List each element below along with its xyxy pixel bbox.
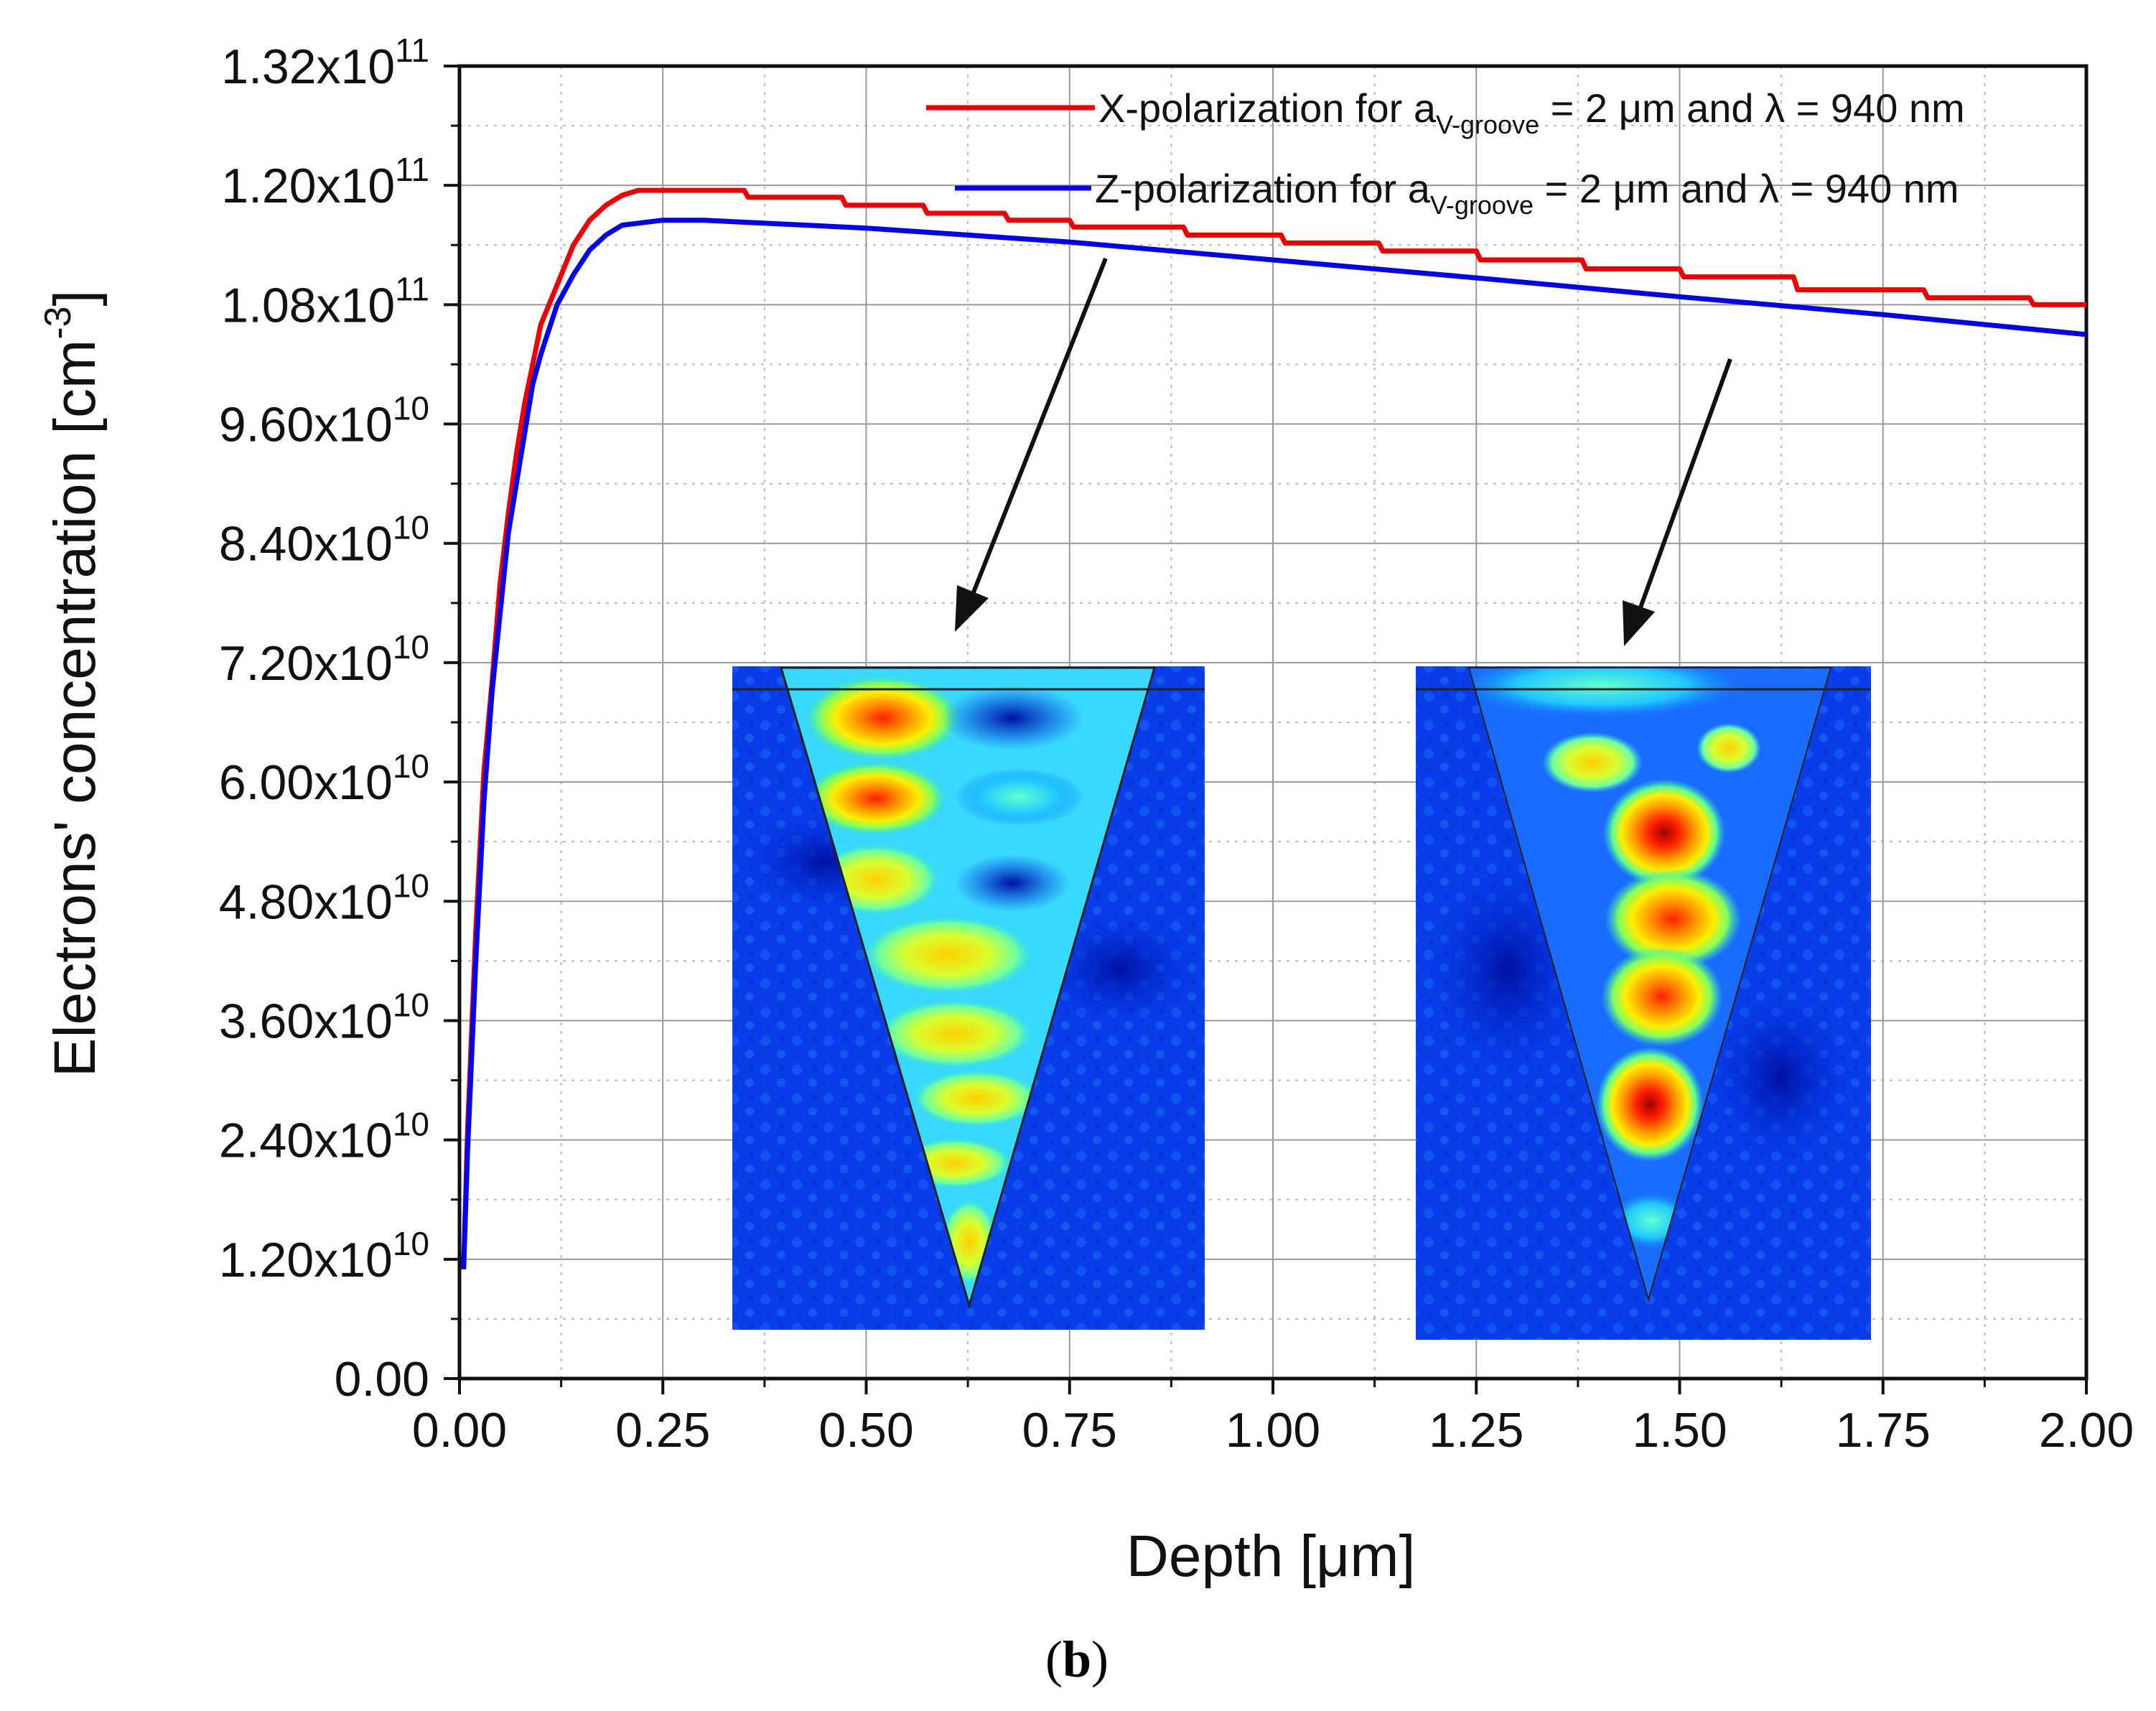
inset-z-polarization-field-map: [1416, 666, 1871, 1340]
legend-label-z: Z-polarization for aV-groove = 2 μm and …: [1095, 166, 1959, 220]
annotation-arrow-x: [955, 257, 1108, 632]
axes: [444, 64, 2089, 1394]
x-tick-label: 0.25: [615, 1403, 710, 1458]
x-tick-label: 0.75: [1022, 1403, 1117, 1458]
y-tick-label: 7.20x1010: [219, 628, 429, 691]
y-tick-label: 2.40x1010: [219, 1106, 429, 1168]
series-line-x-polarization: [461, 187, 2086, 1269]
x-tick-label: 2.00: [2039, 1403, 2134, 1458]
x-tick-label: 0.00: [412, 1403, 507, 1458]
x-axis-title: Depth [μm]: [1126, 1524, 1416, 1589]
y-tick-label: 8.40x1010: [219, 509, 429, 572]
inset-x-polarization-field-map: [732, 666, 1205, 1330]
y-tick-label: 1.20x1010: [219, 1225, 429, 1287]
x-tick-label: 1.00: [1226, 1403, 1320, 1458]
y-tick-label: 1.32x1011: [221, 32, 429, 94]
legend-label-x: X-polarization for aV-groove = 2 μm and …: [1098, 85, 1965, 139]
y-tick-label: 4.80x1010: [219, 867, 429, 929]
annotation-arrow-z: [1623, 358, 1732, 646]
y-tick-label: 0.00: [335, 1352, 429, 1407]
y-tick-label: 1.20x1011: [221, 151, 429, 213]
y-tick-label: 1.08x1011: [221, 270, 429, 332]
legend: X-polarization for aV-groove = 2 μm and …: [926, 85, 1965, 220]
legend-entry-z: Z-polarization for aV-groove = 2 μm and …: [955, 166, 1959, 220]
tick-labels: 0.00 0.25 0.50 0.75 1.00 1.25 1.50 1.75 2.00 0.00…: [219, 32, 2134, 1458]
x-tick-label: 1.50: [1632, 1403, 1727, 1458]
series-line-z-polarization: [461, 218, 2087, 1269]
legend-entry-x: X-polarization for aV-groove = 2 μm and …: [926, 85, 1965, 139]
y-tick-label: 6.00x1010: [219, 747, 429, 810]
y-tick-label: 3.60x1010: [219, 986, 429, 1048]
data-lines: [461, 187, 2087, 1269]
figure-caption: (b): [1045, 1631, 1109, 1688]
x-tick-label: 1.75: [1836, 1403, 1931, 1458]
x-tick-label: 1.25: [1429, 1403, 1523, 1458]
y-axis-title: Electrons' concentration [cm-3]: [37, 290, 108, 1078]
x-tick-label: 0.50: [818, 1403, 913, 1458]
y-tick-label: 9.60x1010: [219, 390, 429, 452]
